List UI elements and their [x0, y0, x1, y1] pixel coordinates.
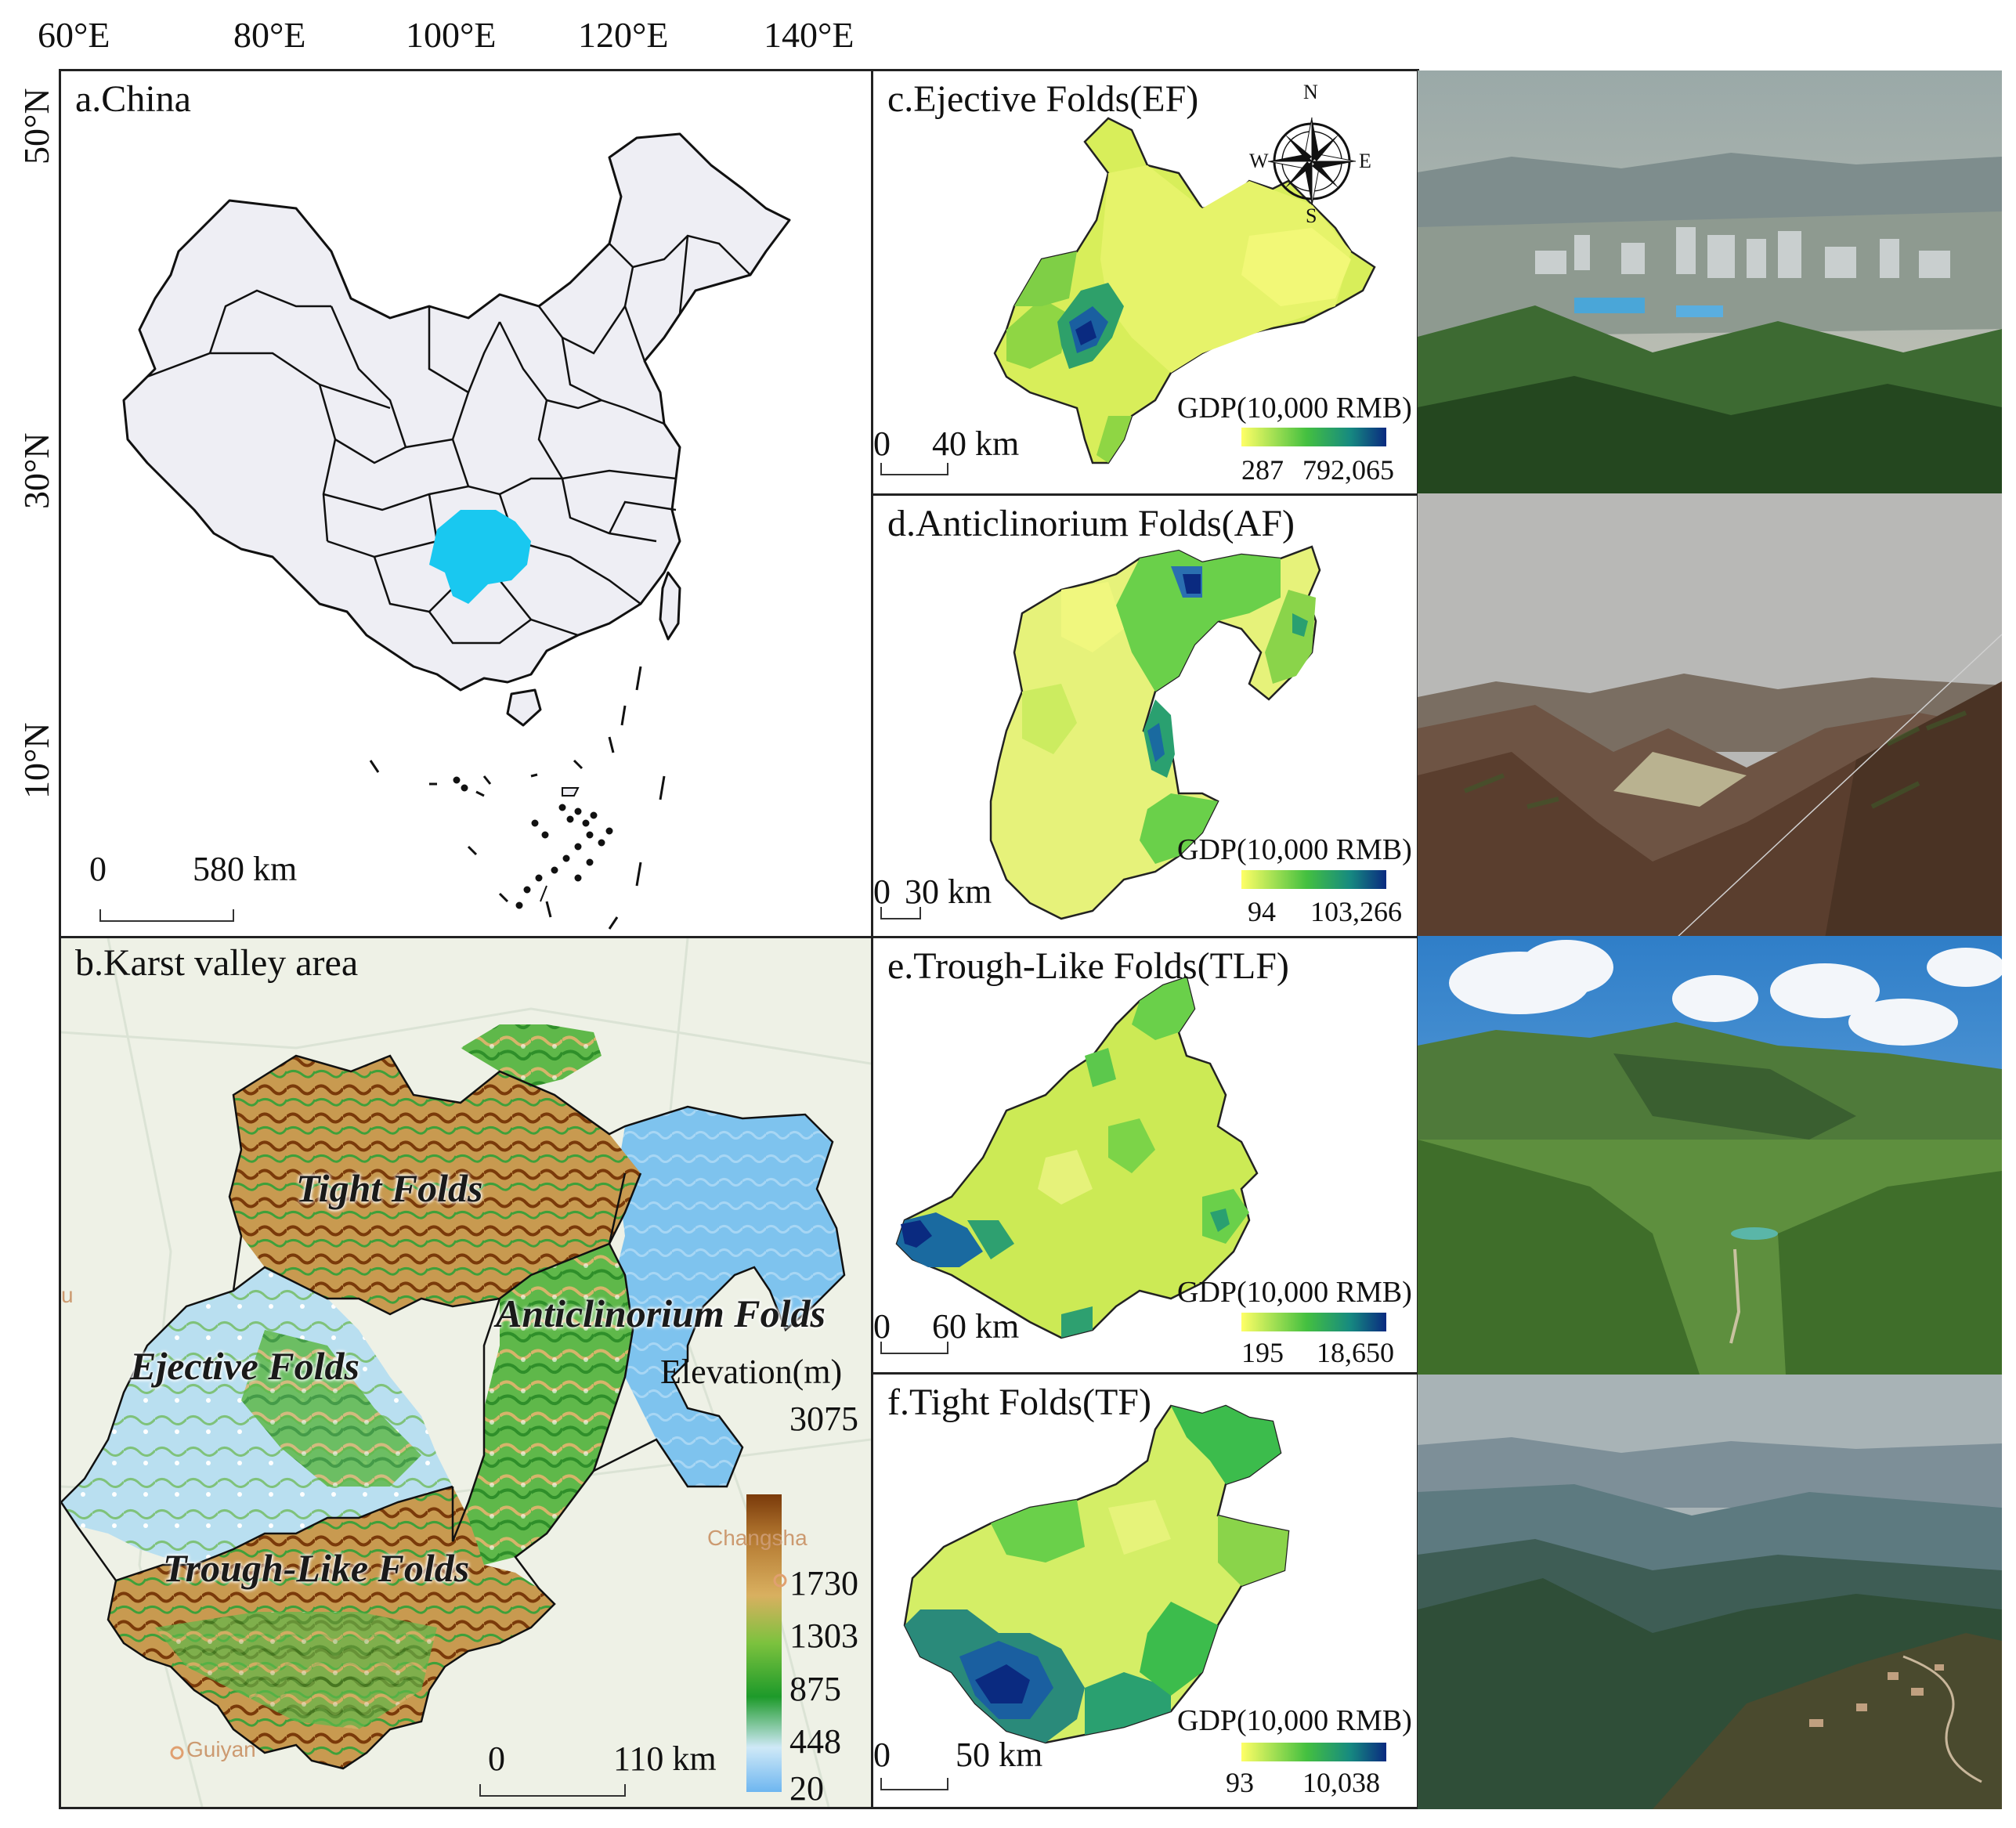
panel-b-scale-zero: 0 — [488, 1739, 505, 1778]
lat-label-30: 30°N — [16, 432, 56, 509]
panel-f-title: f.Tight Folds(TF) — [887, 1382, 1151, 1423]
panel-c-legend-title: GDP(10,000 RMB) — [1177, 392, 1412, 424]
landscape-photo-tight-folds — [1418, 1375, 2002, 1809]
compass-rose-icon — [1267, 117, 1357, 206]
panel-f-legend-max: 10,038 — [1302, 1767, 1380, 1798]
karst-elevation-svg — [61, 938, 871, 1807]
panel-e-scale-zero: 0 — [873, 1307, 891, 1346]
panel-c-scale-bar — [880, 463, 948, 475]
compass-west: W — [1249, 150, 1269, 172]
panel-d-scale-bar — [880, 907, 921, 919]
panel-b-scale-label: 110 km — [613, 1739, 717, 1778]
anticlinorium-folds-gdp-map — [880, 545, 1386, 920]
panel-c-legend-max: 792,065 — [1302, 454, 1394, 486]
lon-label-60: 60°E — [38, 15, 110, 55]
lon-label-120: 120°E — [578, 15, 669, 55]
region-anticlinorium-low — [609, 1107, 844, 1487]
panel-d-legend-max: 103,266 — [1310, 896, 1402, 927]
tight-folds-gdp-map — [880, 1404, 1386, 1790]
panel-d-scale-label: 30 km — [905, 872, 992, 911]
landscape-photo-trough-like-folds — [1418, 936, 2002, 1375]
tlf-gdp-colorbar — [1241, 1313, 1386, 1331]
taiwan-island — [659, 571, 681, 641]
lat-label-50: 50°N — [16, 88, 56, 164]
panel-anticlinorium-folds-gdp: d.Anticlinorium Folds(AF) GDP(10,000 RMB… — [871, 493, 1419, 938]
ejective-folds-gdp-map — [880, 117, 1386, 475]
panel-e-scale-label: 60 km — [932, 1307, 1020, 1346]
china-outline-map — [99, 132, 791, 930]
compass-south: S — [1306, 204, 1317, 227]
china-mainland — [122, 132, 791, 692]
city-label-guiyan: Guiyan — [186, 1737, 256, 1761]
label-trough-like-folds: Trough-Like Folds — [163, 1546, 470, 1590]
panel-c-legend-min: 287 — [1241, 454, 1284, 486]
panel-a-scale-zero: 0 — [89, 850, 107, 888]
trough-like-folds-gdp-map — [880, 976, 1386, 1354]
elev-tick-448: 448 — [789, 1722, 841, 1761]
lat-label-10: 10°N — [16, 722, 56, 799]
compass-east: E — [1359, 150, 1371, 172]
compass-north: N — [1303, 81, 1318, 103]
panel-e-legend-title: GDP(10,000 RMB) — [1177, 1276, 1412, 1309]
elev-tick-20: 20 — [789, 1769, 824, 1808]
panel-f-legend-min: 93 — [1226, 1767, 1254, 1798]
panel-f-scale-label: 50 km — [956, 1736, 1043, 1774]
panel-d-legend-title: GDP(10,000 RMB) — [1177, 833, 1412, 866]
panel-c-scale-zero: 0 — [873, 424, 891, 463]
af-gdp-colorbar — [1241, 870, 1386, 889]
panel-a-scale-label: 580 km — [193, 850, 298, 888]
panel-ejective-folds-gdp: c.Ejective Folds(EF) N S E W GDP(10,000 … — [871, 69, 1419, 496]
label-ejective-folds: Ejective Folds — [130, 1344, 359, 1388]
panel-e-legend-max: 18,650 — [1317, 1337, 1394, 1368]
panel-e-legend-min: 195 — [1241, 1337, 1284, 1368]
elevation-colorbar — [746, 1494, 782, 1792]
lon-label-140: 140°E — [764, 15, 854, 55]
lon-label-100: 100°E — [406, 15, 497, 55]
study-area-highlight — [429, 510, 531, 604]
panel-china-map: a.China — [59, 69, 873, 938]
label-anticlinorium-folds: Anticlinorium Folds — [496, 1292, 826, 1335]
ef-gdp-colorbar — [1241, 428, 1386, 446]
panel-karst-elevation-map: b.Karst valley area u Changsha Guiyan Ti… — [59, 936, 873, 1809]
panel-tight-folds-gdp: f.Tight Folds(TF) GDP(10,000 RMB) 93 10,… — [871, 1372, 1419, 1809]
elevation-legend-title: Elevation(m) — [660, 1353, 843, 1391]
region-anticlinorium-mid — [453, 1244, 633, 1565]
panel-d-title: d.Anticlinorium Folds(AF) — [887, 503, 1295, 544]
panel-e-title: e.Trough-Like Folds(TLF) — [887, 945, 1289, 987]
elev-tick-875: 875 — [789, 1670, 841, 1708]
city-label-partial: u — [61, 1283, 74, 1307]
panel-d-legend-min: 94 — [1248, 896, 1276, 927]
landscape-photo-ejective-folds — [1418, 70, 2002, 493]
label-tight-folds: Tight Folds — [296, 1166, 483, 1210]
panel-e-scale-bar — [880, 1342, 948, 1354]
region-tight-folds — [229, 1056, 641, 1314]
panel-b-title: b.Karst valley area — [75, 942, 359, 984]
panel-c-title: c.Ejective Folds(EF) — [887, 78, 1199, 120]
panel-c-scale-label: 40 km — [932, 424, 1020, 463]
city-label-changsha: Changsha — [707, 1526, 807, 1550]
panel-f-scale-zero: 0 — [873, 1736, 891, 1774]
elev-tick-1303: 1303 — [789, 1617, 858, 1655]
panel-b-scale-bar — [479, 1784, 626, 1797]
tf-gdp-colorbar — [1241, 1743, 1386, 1761]
panel-trough-like-folds-gdp: e.Trough-Like Folds(TLF) GDP(10,000 RMB)… — [871, 936, 1419, 1375]
panel-f-legend-title: GDP(10,000 RMB) — [1177, 1704, 1412, 1737]
lon-label-80: 80°E — [233, 15, 306, 55]
elev-tick-1730: 1730 — [789, 1564, 858, 1602]
elev-tick-3075: 3075 — [789, 1400, 858, 1438]
panel-a-title: a.China — [75, 78, 191, 120]
panel-f-scale-bar — [880, 1778, 948, 1790]
panel-d-scale-zero: 0 — [873, 872, 891, 911]
landscape-photo-anticlinorium-folds — [1418, 493, 2002, 938]
panel-a-scale-bar — [99, 909, 234, 922]
hainan-island — [506, 688, 542, 727]
